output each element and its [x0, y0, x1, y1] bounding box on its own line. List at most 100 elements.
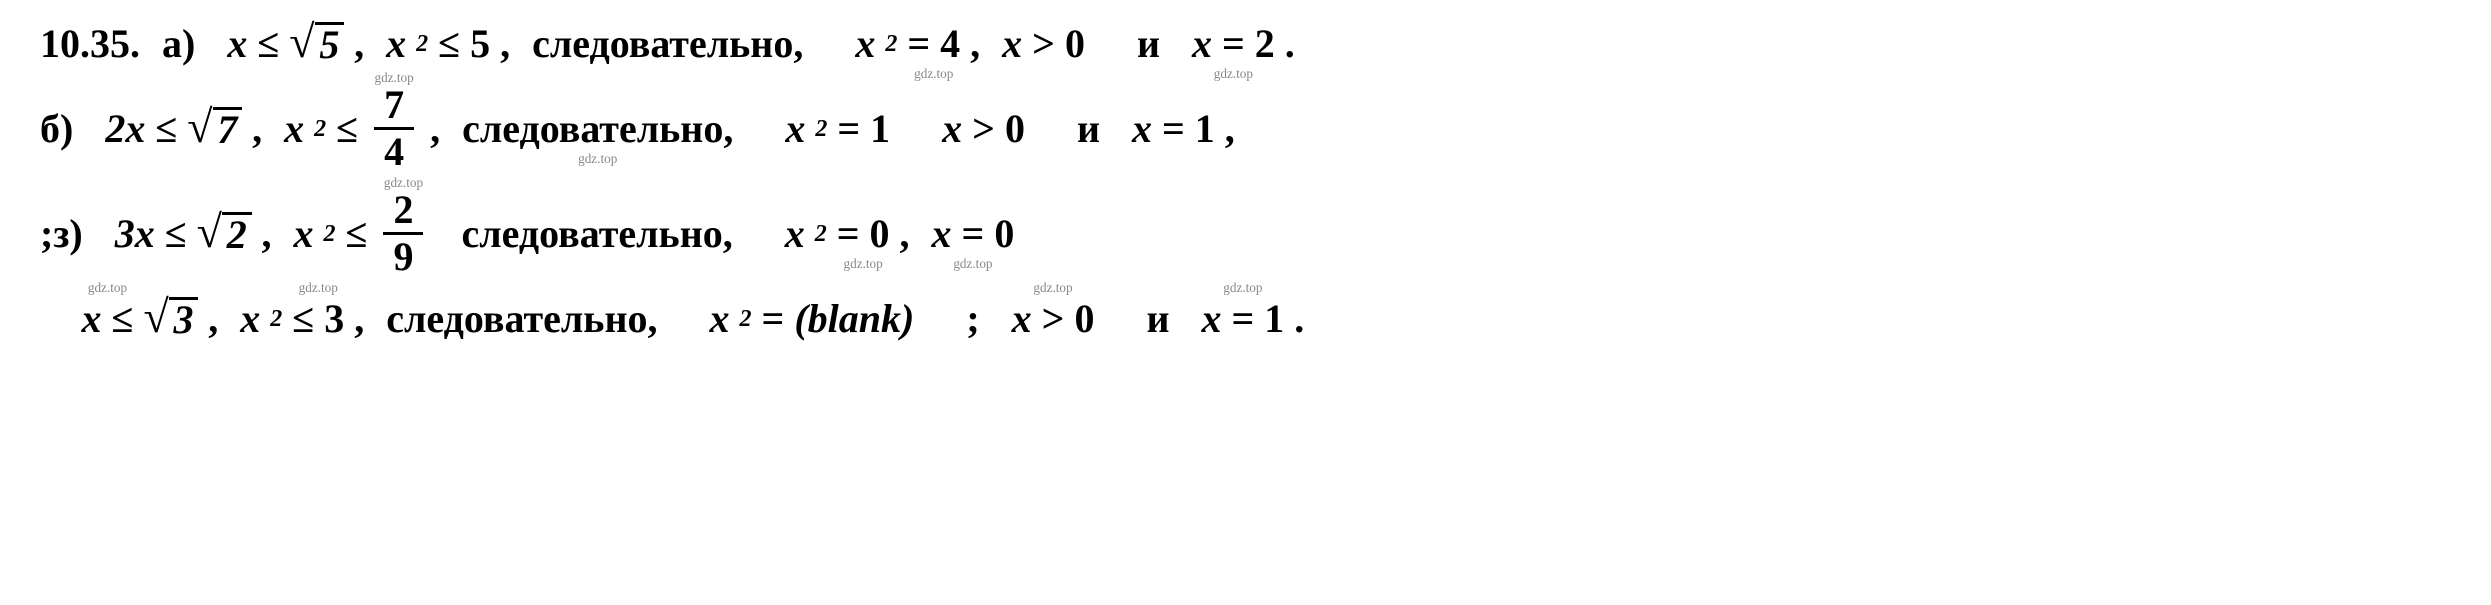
a-eq1-lhs: x	[855, 20, 875, 67]
b-ineq3-lhs: x	[942, 105, 962, 152]
b-word: следовательно,	[462, 105, 733, 152]
b-frac-den: 4	[374, 127, 414, 172]
d-ineq3-rhs: 0	[1074, 296, 1094, 341]
a-ineq3-lhs: x	[1002, 20, 1022, 67]
a-ineq2-lhs: x	[386, 20, 406, 67]
d-eq2-rhs: 1	[1264, 296, 1284, 341]
b-eq1-rhs: 1	[870, 105, 890, 152]
b-frac: 7 4	[374, 85, 414, 172]
b-ineq1-lhs: 2x	[105, 105, 145, 152]
b-eq1-op: =	[837, 105, 860, 152]
c-ineq1-rad: 2	[222, 212, 252, 255]
sqrt-icon: √5	[289, 22, 344, 65]
d-ineq2-lhs: x	[240, 295, 260, 342]
a-eq2-rhs: 2	[1255, 21, 1275, 66]
comma: ,	[500, 20, 510, 67]
a-ineq2-op: ≤	[438, 20, 460, 67]
d-conj: и	[1146, 295, 1169, 342]
a-word: следовательно,	[532, 20, 803, 67]
watermark: x > 0	[1012, 295, 1095, 342]
dot: .	[1294, 295, 1304, 342]
b-frac-num: 7	[374, 85, 414, 127]
c-eq1-rhs: 0	[870, 211, 890, 256]
c-word: следовательно,	[461, 210, 732, 257]
d-ineq2-rhs: 3	[324, 296, 344, 341]
label-a: а)	[162, 20, 195, 67]
dot: ,	[1225, 105, 1235, 152]
dot: ,	[900, 210, 910, 257]
d-ineq1-op: ≤	[111, 296, 133, 341]
a-ineq3-op: >	[1032, 20, 1055, 67]
dot: ,	[354, 20, 364, 67]
sqrt-icon: √3	[143, 297, 198, 340]
d-ineq3-lhs: x	[1012, 296, 1032, 341]
b-eq1-lhs: x	[785, 105, 805, 152]
b-conj: и	[1077, 105, 1100, 152]
dot: ,	[970, 20, 980, 67]
b-ineq1-rad: 7	[213, 107, 243, 150]
comma: ,	[354, 295, 364, 342]
c-eq2-op: =	[962, 211, 985, 256]
a-eq2-op: =	[1222, 21, 1245, 66]
c-frac-num: 2	[383, 190, 423, 232]
d-ineq3-op: >	[1042, 296, 1065, 341]
dot: .	[1285, 20, 1295, 67]
watermark: = 0	[837, 210, 890, 257]
d-eq1-op: =	[762, 295, 785, 342]
c-ineq2-lhs: x	[294, 210, 314, 257]
a-ineq1-rad: 5	[315, 22, 345, 65]
watermark: x = 2	[1192, 20, 1275, 67]
comma: ,	[430, 105, 440, 152]
sqrt-icon: √2	[197, 212, 252, 255]
watermark: x = 0	[932, 210, 1015, 257]
label-b: б)	[40, 105, 73, 152]
a-ineq1-lhs: x	[227, 20, 247, 67]
watermark: 2 9	[377, 190, 429, 277]
b-eq2-rhs: 1	[1195, 105, 1215, 152]
a-eq2-lhs: x	[1192, 21, 1212, 66]
a-ineq3-rhs: 0	[1065, 20, 1085, 67]
d-ineq1-lhs: x	[81, 296, 101, 341]
a-eq1-rhs: 4	[940, 21, 960, 66]
d-ineq1-rad: 3	[169, 297, 199, 340]
c-frac: 2 9	[383, 190, 423, 277]
b-eq2-op: =	[1162, 105, 1185, 152]
c-eq1-op: =	[837, 211, 860, 256]
watermark: 7 4	[368, 85, 420, 172]
line-c: ;з) 3x ≤ √2 , x2 ≤ 2 9 следовательно, x2…	[40, 190, 2451, 277]
d-eq1-lhs: x	[710, 295, 730, 342]
dot: ,	[262, 210, 272, 257]
c-ineq1-lhs: 3x	[115, 210, 155, 257]
d-word: следовательно,	[386, 295, 657, 342]
problem-number: 10.35.	[40, 20, 140, 67]
label-c: ;з)	[40, 210, 83, 257]
a-ineq1-op: ≤	[257, 20, 279, 67]
b-ineq2-lhs: x	[284, 105, 304, 152]
b-ineq1-op: ≤	[155, 105, 177, 152]
line-b: б) 2x ≤ √7 , x2 ≤ 7 4 , следовательно, x…	[40, 85, 2451, 172]
c-frac-den: 9	[383, 232, 423, 277]
watermark: ≤ 3	[292, 295, 344, 342]
line-d: г) x ≤ √3 , x2 ≤ 3 , следовательно, x2 =…	[40, 295, 2451, 342]
d-eq2-lhs: x	[1201, 296, 1221, 341]
watermark: = 4	[907, 20, 960, 67]
c-eq2-lhs: x	[932, 211, 952, 256]
c-ineq2-op: ≤	[346, 210, 368, 257]
c-eq2-rhs: 0	[994, 211, 1014, 256]
d-ineq2-op: ≤	[292, 296, 314, 341]
watermark: x = 1	[1201, 295, 1284, 342]
b-eq2-lhs: x	[1132, 105, 1152, 152]
watermark: x ≤	[81, 295, 133, 342]
dot: ,	[252, 105, 262, 152]
b-ineq3-rhs: 0	[1005, 105, 1025, 152]
d-eq2-op: =	[1231, 296, 1254, 341]
line-a: 10.35. а) x ≤ √5 , x2 ≤ 5 , следовательн…	[40, 20, 2451, 67]
b-ineq2-op: ≤	[336, 105, 358, 152]
b-ineq3-op: >	[972, 105, 995, 152]
c-ineq1-op: ≤	[165, 210, 187, 257]
dot: ,	[208, 295, 218, 342]
a-ineq2-rhs: 5	[470, 20, 490, 67]
colon: ;	[966, 295, 979, 342]
c-eq1-lhs: x	[785, 210, 805, 257]
a-eq1-op: =	[907, 21, 930, 66]
